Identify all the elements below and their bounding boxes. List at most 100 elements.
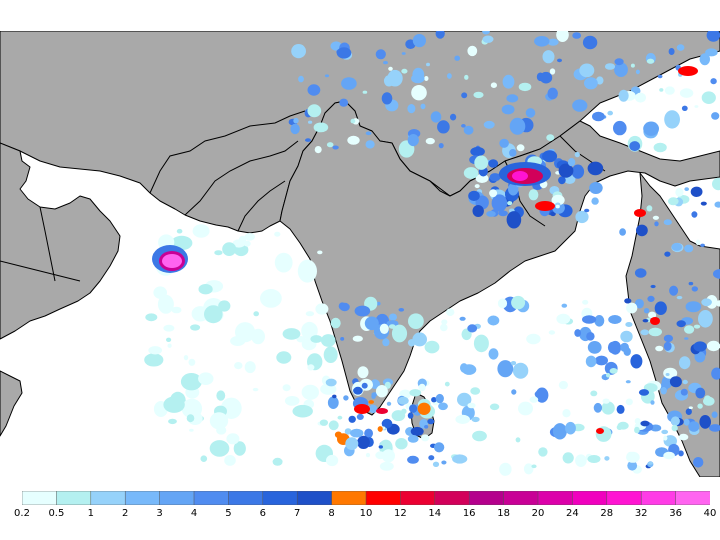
precip-cell <box>572 99 588 112</box>
precip-cell <box>461 92 468 99</box>
precip-cell <box>623 347 631 356</box>
precip-cell <box>624 298 632 304</box>
precip-cell <box>332 145 339 150</box>
land-india <box>279 100 720 416</box>
precip-cell <box>680 388 688 396</box>
precip-cell <box>652 215 660 220</box>
precip-cell <box>209 412 229 430</box>
precip-cell <box>701 91 716 104</box>
precip-cell <box>489 189 498 198</box>
precip-cell <box>421 434 430 442</box>
precip-cell <box>326 142 334 148</box>
precip-cell <box>437 120 450 134</box>
precip-cell <box>226 433 240 445</box>
legend-tick-label: 28 <box>600 508 614 519</box>
precip-cell <box>681 105 688 112</box>
precip-cell <box>435 31 445 39</box>
precip-cell <box>244 233 255 241</box>
precip-cell <box>188 358 196 366</box>
precip-cell <box>595 355 608 366</box>
precip-cell <box>163 396 185 413</box>
precip-cell <box>375 49 386 60</box>
precip-cell <box>699 53 710 66</box>
precip-cell <box>499 138 509 148</box>
precip-cell <box>388 324 396 329</box>
precip-cell <box>432 461 440 467</box>
precip-cell <box>630 63 635 68</box>
precip-cell <box>585 355 597 368</box>
precip-cell <box>297 259 317 283</box>
precip-cell <box>321 334 336 347</box>
precip-cell <box>634 418 641 425</box>
precip-cell <box>657 74 663 79</box>
precip-cell <box>539 71 553 84</box>
precip-cell <box>650 284 656 289</box>
legend-swatch <box>124 491 161 505</box>
precip-cell <box>339 98 349 107</box>
precip-cell <box>698 310 713 328</box>
precip-cell <box>343 395 349 401</box>
precip-cell <box>365 131 372 136</box>
precip-cell <box>683 418 690 426</box>
precip-cell <box>604 456 610 461</box>
precip-cell <box>512 362 529 379</box>
precip-cell <box>684 337 689 340</box>
precip-cell <box>350 428 364 438</box>
precip-cell <box>710 78 717 85</box>
precip-cell <box>676 320 686 328</box>
precip-cell <box>534 36 550 47</box>
precip-cell <box>525 108 536 118</box>
precip-cell <box>552 423 567 440</box>
precip-cell <box>292 404 313 418</box>
precip-cell <box>693 457 704 468</box>
precip-cell <box>438 402 448 411</box>
precip-cell <box>523 463 534 475</box>
precip-cell <box>516 144 525 152</box>
precip-cell <box>425 137 435 145</box>
precip-cell <box>574 151 580 158</box>
precip-cell <box>607 341 618 354</box>
precip-cell <box>691 211 698 218</box>
precip-cell <box>582 315 597 324</box>
precip-cell <box>356 413 364 420</box>
precip-cell <box>252 387 259 392</box>
precip-cell <box>262 292 268 299</box>
precip-cell <box>606 372 611 378</box>
precip-cell <box>204 305 223 324</box>
precip-cell <box>648 311 657 319</box>
precip-cell <box>253 311 259 317</box>
precip-cell <box>510 361 517 366</box>
legend-tick-label: 16 <box>462 508 476 519</box>
precip-cell <box>180 373 202 391</box>
precip-cell <box>685 301 702 313</box>
map-canvas <box>0 31 720 477</box>
precip-cell <box>365 140 375 149</box>
precip-cell <box>635 69 640 75</box>
legend-swatch <box>537 491 574 505</box>
precip-cell <box>608 315 622 324</box>
precip-cell <box>663 341 672 351</box>
precip-cell <box>497 298 508 309</box>
precip-cell <box>190 324 201 331</box>
precip-cell <box>224 455 236 466</box>
legend-swatch <box>22 491 58 505</box>
precip-cell <box>664 251 671 257</box>
precip-cell <box>401 52 406 55</box>
precip-cell <box>274 231 281 237</box>
precip-cell <box>654 221 659 227</box>
precip-cell <box>627 460 638 471</box>
legend-tick-label: 3 <box>156 508 163 519</box>
legend-tick-label: 20 <box>531 508 545 519</box>
precip-cell <box>313 122 329 133</box>
precip-cell <box>301 321 318 340</box>
precip-core <box>376 408 388 414</box>
precip-cell <box>607 110 613 116</box>
precip-cell <box>634 268 647 278</box>
legend-swatch <box>400 491 436 505</box>
precip-cell <box>678 450 684 457</box>
precip-cell <box>565 421 576 435</box>
precip-cell <box>463 167 479 179</box>
legend-tick-label: 0.2 <box>14 508 30 519</box>
precip-cell <box>314 146 322 154</box>
legend-tick-labels: 0.2 0.5 1 2 3 4 5 6 7 8 10 12 14 16 18 20 24 28 32 36 40 <box>0 508 720 524</box>
